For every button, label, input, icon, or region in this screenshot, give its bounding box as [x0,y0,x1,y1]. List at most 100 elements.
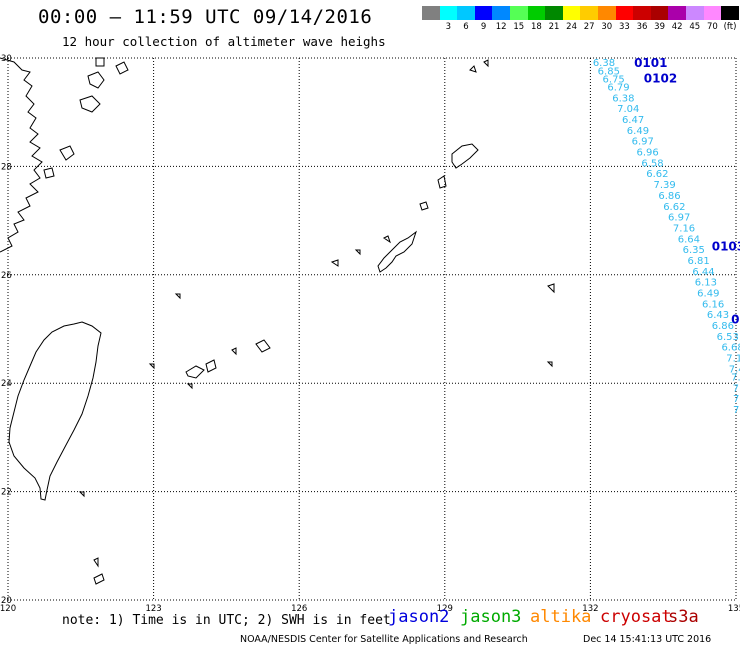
credit-line: NOAA/NESDIS Center for Satellite Applica… [240,634,528,645]
color-scale-label: 9 [480,22,487,32]
axis-tick-labels: 120 123 126 129 132 135 30 28 26 24 22 20 [0,54,740,614]
track-id-label: 0103 [712,239,740,253]
lat-lon-grid [7,57,737,601]
color-scale-label: 6 [463,22,469,32]
lon-tick-label: 129 [437,604,453,614]
coastline-china [0,57,43,253]
color-swatch [492,6,510,20]
lat-tick-label: 24 [1,379,12,389]
lat-tick-label: 30 [1,54,12,64]
swh-value-label: 6.16 [702,299,724,310]
color-swatch [615,6,634,20]
color-scale-unit: (ft) [723,22,737,32]
swh-value-label: 6.43 [707,310,729,321]
color-swatch [668,6,686,20]
coastline-amami [451,143,479,169]
swh-value-label: 6.81 [687,256,709,267]
color-swatch [439,6,458,20]
swh-value-label: 6.64 [678,234,700,245]
color-swatch [580,6,598,20]
color-swatch [633,6,651,20]
swh-value-label: 6.49 [627,126,649,137]
coastline-tokara [419,59,489,211]
color-swatch [457,6,475,20]
track-id-label: 0101 [634,56,667,70]
color-swatch [562,6,581,20]
swh-value-label: 6.75 [603,74,625,85]
color-scale-label: 39 [654,22,666,32]
swh-value-label: 7.16 [673,223,695,234]
coastline-taiwan [8,321,102,501]
swh-value-label: 6.86 [658,191,680,202]
color-scale-label: 24 [566,22,578,32]
color-swatch [474,6,493,20]
color-scale-label: 18 [530,22,542,32]
coastline-small-islands [78,235,555,585]
legend-entry-jason2: jason2 [388,607,450,627]
swh-value-label: 6.13 [695,278,717,289]
color-scale-label: 21 [548,22,560,32]
color-scale-label: 15 [513,22,525,32]
color-swatch [597,6,616,20]
color-swatch [509,6,528,20]
swh-value-label: 6.35 [683,245,705,256]
swh-value-label: 6.96 [637,148,659,159]
swh-value-label: 7.18 [726,354,740,365]
swh-value-label: 7.04 [617,104,639,115]
swh-value-label: 6.62 [663,202,685,213]
swh-value-label: 6.44 [692,267,714,278]
swh-value-label: 6.58 [641,158,663,169]
color-swatch [721,6,739,20]
lon-tick-label: 135 [728,604,740,614]
swh-value-label: 7.39 [653,180,675,191]
legend-entry-jason3: jason3 [460,607,522,627]
color-swatch [685,6,704,20]
color-swatch [650,6,669,20]
color-scale-label: 12 [495,22,507,32]
swh-value-label: 6.68 [721,343,740,354]
track-id-label: 0102 [644,71,677,85]
legend-entry-altika: altika [530,607,592,627]
swh-value-label: 6.97 [668,213,690,224]
lon-tick-label: 126 [291,604,307,614]
page-subtitle: 12 hour collection of altimeter wave hei… [62,34,386,49]
color-scale-label: 36 [636,22,648,32]
footer-note: note: 1) Time is in UTC; 2) SWH is in fe… [62,613,391,628]
swh-value-label: 7.4 [729,364,740,375]
swh-value-label: 7.2 [731,372,740,383]
track-id-label: 01 [731,313,740,327]
color-scale-label: 27 [583,22,595,32]
page-title: 00:00 – 11:59 UTC 09/14/2016 [38,6,373,28]
swh-value-label: 7 [733,405,739,416]
color-scale-bar [422,6,739,20]
lon-tick-label: 132 [582,604,598,614]
color-swatch [545,6,563,20]
lon-tick-label: 123 [145,604,161,614]
color-scale-label: 30 [601,22,613,32]
swh-value-label: 6.38 [612,93,634,104]
legend-entry-cryosat: cryosat [600,607,672,627]
color-swatch [422,6,440,20]
color-scale-label: 70 [706,22,718,32]
legend-entry-s3a: s3a [668,607,699,627]
lat-tick-label: 26 [1,271,12,281]
color-scale-label: 33 [618,22,630,32]
swh-value-label: 6.97 [632,137,654,148]
swh-value-label: 6.62 [646,169,668,180]
lat-tick-label: 28 [1,162,12,172]
color-scale-label: 42 [671,22,683,32]
swh-value-label: 6.49 [697,288,719,299]
swh-value-label: 6.53 [717,332,739,343]
coastline-okinawa [377,230,417,273]
coastline-miyako [185,339,271,390]
swh-value-label: 7. [733,394,740,405]
coastlines [0,57,555,585]
swh-value-label: 6.47 [622,115,644,126]
lat-tick-label: 22 [1,488,12,498]
color-scale-label: 3 [445,22,452,32]
wave-height-observations: 6.386.856.756.796.387.046.476.496.976.96… [593,58,740,416]
generation-timestamp: Dec 14 15:41:13 UTC 2016 [583,634,712,645]
lat-tick-label: 20 [1,596,12,606]
